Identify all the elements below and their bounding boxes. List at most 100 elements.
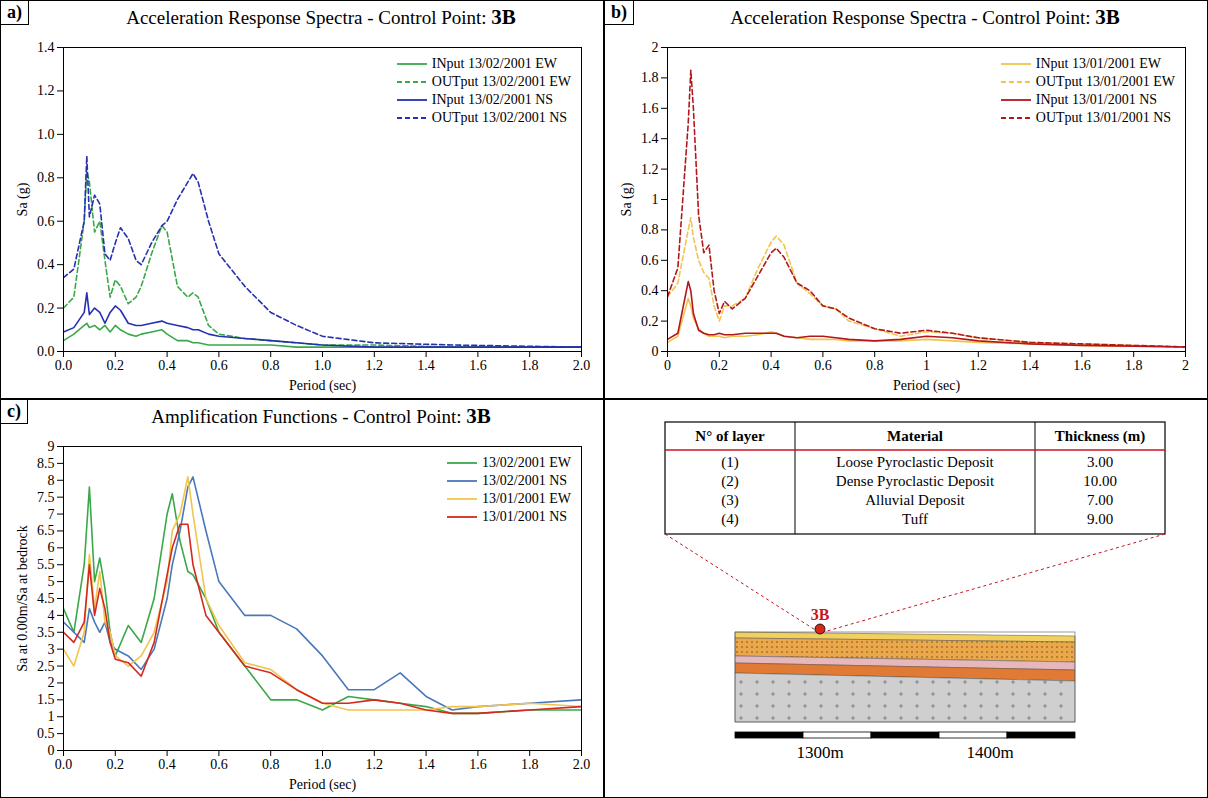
html-text:Acceleration Response Spectra: Acceleration Response Spectra - Control … (730, 5, 1120, 29)
svg-text:9: 9 (48, 439, 55, 454)
svg-text:4: 4 (48, 608, 55, 623)
svg-text:0.4: 0.4 (158, 358, 176, 373)
svg-text:0.6: 0.6 (814, 358, 832, 373)
svg-text:1: 1 (48, 709, 55, 724)
svg-text:8: 8 (48, 473, 55, 488)
svg-text:1300m: 1300m (796, 743, 843, 762)
svg-text:1.4: 1.4 (37, 40, 55, 55)
svg-text:Alluvial Deposit: Alluvial Deposit (865, 492, 965, 508)
svg-text:1.8: 1.8 (1125, 358, 1143, 373)
svg-text:Period (sec): Period (sec) (893, 378, 961, 394)
html-text:Acceleration Response Spectra: Acceleration Response Spectra - Control … (126, 5, 516, 29)
svg-text:0.4: 0.4 (762, 358, 780, 373)
svg-text:0.6: 0.6 (210, 757, 228, 772)
svg-text:0.4: 0.4 (37, 257, 55, 272)
svg-text:0.0: 0.0 (55, 757, 73, 772)
svg-text:6: 6 (48, 540, 55, 555)
svg-text:1.4: 1.4 (641, 131, 659, 146)
svg-text:0.0: 0.0 (55, 358, 73, 373)
svg-text:Sa at 0.00m/Sa at bedrock: Sa at 0.00m/Sa at bedrock (15, 525, 30, 672)
svg-text:0.2: 0.2 (37, 301, 55, 316)
svg-text:(3): (3) (721, 492, 739, 509)
svg-text:1.4: 1.4 (417, 358, 435, 373)
svg-text:1.6: 1.6 (641, 101, 659, 116)
svg-text:5.5: 5.5 (37, 557, 55, 572)
svg-text:0.2: 0.2 (107, 757, 125, 772)
svg-text:0: 0 (664, 358, 671, 373)
svg-text:8.5: 8.5 (37, 456, 55, 471)
svg-text:3B: 3B (811, 606, 830, 623)
svg-text:7: 7 (48, 507, 55, 522)
svg-text:2: 2 (652, 40, 659, 55)
svg-text:0.2: 0.2 (711, 358, 729, 373)
svg-text:Period (sec): Period (sec) (289, 378, 357, 394)
svg-text:Sa (g): Sa (g) (619, 182, 635, 216)
svg-text:7.5: 7.5 (37, 490, 55, 505)
svg-text:1.4: 1.4 (417, 757, 435, 772)
svg-text:0.6: 0.6 (210, 358, 228, 373)
svg-text:Thickness (m): Thickness (m) (1055, 428, 1145, 445)
svg-text:Dense Pyroclastic Deposit: Dense Pyroclastic Deposit (836, 473, 995, 489)
svg-text:1.4: 1.4 (1021, 358, 1039, 373)
svg-text:1.2: 1.2 (366, 358, 384, 373)
svg-text:1.2: 1.2 (641, 162, 659, 177)
svg-text:3: 3 (48, 642, 55, 657)
svg-text:1.0: 1.0 (314, 358, 332, 373)
svg-text:3.5: 3.5 (37, 625, 55, 640)
svg-text:0.4: 0.4 (641, 283, 659, 298)
svg-text:2.0: 2.0 (573, 358, 591, 373)
svg-text:0.6: 0.6 (37, 214, 55, 229)
svg-text:0: 0 (652, 344, 659, 359)
svg-text:0.8: 0.8 (262, 358, 280, 373)
svg-text:1.8: 1.8 (521, 358, 539, 373)
svg-text:4.5: 4.5 (37, 591, 55, 606)
svg-text:1.0: 1.0 (37, 127, 55, 142)
svg-text:1.2: 1.2 (37, 83, 55, 98)
svg-text:10.00: 10.00 (1083, 473, 1117, 489)
svg-text:Period (sec): Period (sec) (289, 777, 357, 793)
svg-text:5: 5 (48, 574, 55, 589)
svg-text:1.2: 1.2 (366, 757, 384, 772)
svg-text:2.0: 2.0 (573, 757, 591, 772)
svg-text:0.2: 0.2 (107, 358, 125, 373)
svg-text:2: 2 (1182, 358, 1189, 373)
svg-text:(4): (4) (721, 511, 739, 528)
svg-text:7.00: 7.00 (1087, 492, 1113, 508)
svg-text:1.6: 1.6 (1073, 358, 1091, 373)
svg-text:(1): (1) (721, 454, 739, 471)
svg-text:6.5: 6.5 (37, 523, 55, 538)
svg-text:2.5: 2.5 (37, 659, 55, 674)
svg-text:0: 0 (48, 743, 55, 758)
html-text:a): a) (7, 2, 22, 22)
svg-text:2: 2 (48, 675, 55, 690)
svg-text:1.2: 1.2 (970, 358, 988, 373)
svg-text:1.6: 1.6 (469, 358, 487, 373)
svg-text:1.8: 1.8 (641, 70, 659, 85)
svg-text:Material: Material (887, 428, 943, 444)
svg-text:1: 1 (923, 358, 930, 373)
svg-text:1.8: 1.8 (521, 757, 539, 772)
svg-text:0.8: 0.8 (866, 358, 884, 373)
svg-text:Loose Pyroclastic Deposit: Loose Pyroclastic Deposit (836, 454, 994, 470)
svg-text:Sa (g): Sa (g) (15, 182, 31, 216)
html-text:Amplification Functions - Cont: Amplification Functions - Control Point:… (151, 404, 491, 428)
svg-text:1400m: 1400m (966, 743, 1013, 762)
svg-text:0.8: 0.8 (37, 170, 55, 185)
svg-text:0.4: 0.4 (158, 757, 176, 772)
svg-text:0.8: 0.8 (262, 757, 280, 772)
svg-text:0.2: 0.2 (641, 314, 659, 329)
svg-text:(2): (2) (721, 473, 739, 490)
svg-text:1.6: 1.6 (469, 757, 487, 772)
svg-text:1.0: 1.0 (314, 757, 332, 772)
svg-text:Tuff: Tuff (902, 511, 928, 527)
svg-text:3.00: 3.00 (1087, 454, 1113, 470)
svg-text:N° of layer: N° of layer (695, 428, 765, 444)
svg-text:9.00: 9.00 (1087, 511, 1113, 527)
svg-text:0.0: 0.0 (37, 344, 55, 359)
svg-text:0.8: 0.8 (641, 222, 659, 237)
svg-text:1.5: 1.5 (37, 692, 55, 707)
svg-text:0.5: 0.5 (37, 726, 55, 741)
svg-text:1: 1 (652, 192, 659, 207)
svg-text:0.6: 0.6 (641, 253, 659, 268)
html-text:b): b) (611, 2, 627, 22)
